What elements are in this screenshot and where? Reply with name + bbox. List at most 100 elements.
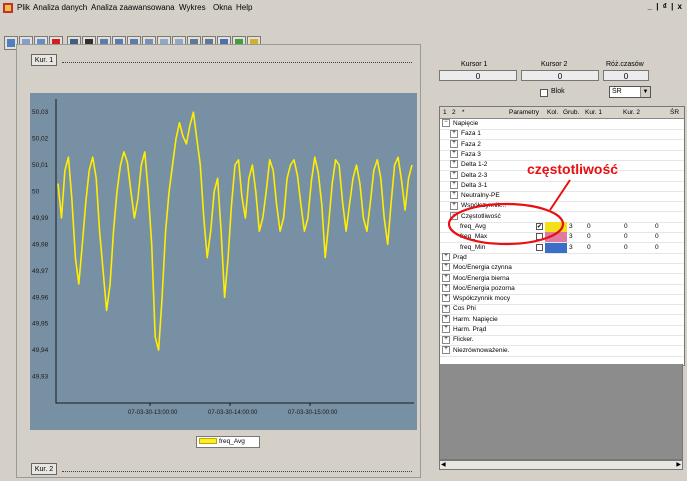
tree-row[interactable]: + Moc/Energia czynna [442,263,512,273]
tree-row[interactable]: + Harm. Napięcie [442,314,498,325]
tree-row[interactable]: + Cos Phi [442,304,476,314]
x-tick-label: 07-03-30-15:00:00 [288,410,338,416]
tree-row-label: Cos Phi [453,305,476,313]
menu-item-plik[interactable]: Plik [17,3,30,12]
row-separator [440,159,684,161]
expand-icon[interactable]: + [442,263,450,272]
col-header-kol[interactable]: Kol. [547,109,559,116]
tree-row[interactable]: + Harm. Prąd [442,325,486,335]
expand-icon[interactable]: + [442,335,450,344]
tree-row[interactable]: freq_Avg [460,222,486,232]
cursor-1-header: Kursor 1 [461,61,488,68]
tree-row[interactable]: freq_Max [460,232,487,242]
menu-item-analiza-zaawansowana[interactable]: Analiza zaawansowana [91,3,175,12]
cell-kur1: 0 [587,243,591,251]
tree-row-label: Napięcie [453,120,479,127]
tree-row[interactable]: freq_Min [460,243,485,253]
row-separator [440,180,684,182]
tree-row[interactable]: + Delta 2-3 [450,170,488,181]
col-header-grub[interactable]: Grub. [563,109,580,116]
expand-icon[interactable]: + [450,150,458,159]
cell-grub: 3 [569,223,573,230]
expand-icon[interactable]: + [442,345,450,354]
tree-row[interactable]: + Faza 3 [450,150,481,160]
tree-row-label: Harm. Napięcie [453,315,498,323]
y-tick-label: 49,94 [32,347,49,354]
expand-icon[interactable]: + [442,325,450,334]
series-color-swatch[interactable] [545,242,567,253]
time-diff-value: 0 [603,70,649,81]
row-separator [440,355,684,357]
tree-row-label: Delta 2-3 [461,171,488,179]
tree-row[interactable]: + Moc/Energia bierna [442,273,509,284]
tree-row[interactable]: − Napięcie [442,119,478,129]
mode-select[interactable]: ŚR ▼ [609,86,651,98]
tree-row[interactable]: + Niezrównoważenie. [442,345,510,356]
col-header-kur2[interactable]: Kur. 2 [623,109,640,116]
expand-icon[interactable]: + [450,191,458,200]
tree-row[interactable]: + Moc/Energia pozorna [442,284,515,294]
tree-row[interactable]: + Delta 1-2 [450,160,487,170]
y-tick-label: 50,03 [32,109,49,116]
tree-row[interactable]: + Delta 3-1 [450,181,487,191]
tree-row[interactable]: + Flicker. [442,335,474,345]
expand-icon[interactable]: + [450,139,458,148]
frequency-chart[interactable]: 50,03 50,02 50,01 50 49,99 49,98 49,97 49,96 49,… [30,93,417,430]
cursor-2-slider[interactable] [62,465,412,472]
tree-row[interactable]: + Prąd [442,253,467,263]
expand-icon[interactable]: + [450,160,458,169]
menu-item-okna[interactable]: Okna [213,3,233,12]
x-tick-label: 07-03-30-13:00:00 [128,410,178,416]
row-separator [440,293,684,295]
cell-kur1: 0 [587,233,591,241]
tree-row[interactable]: + Współczynnik mocy [442,294,510,304]
menu-item-wykres[interactable]: Wykres [179,3,206,12]
col-header-star[interactable]: * [462,109,465,116]
cell-grub: 3 [569,243,573,251]
row-separator [440,304,684,306]
tree-row-label: Moc/Energia czynna [453,264,512,272]
expand-icon[interactable]: + [442,253,450,262]
expand-icon[interactable]: + [450,201,458,210]
expand-icon[interactable]: + [442,314,450,323]
expand-icon[interactable]: + [442,273,450,282]
cursor-1-slider[interactable] [62,56,412,63]
expand-icon[interactable]: + [442,304,450,313]
menu-item-help[interactable]: Help [236,3,253,12]
tree-row[interactable]: + Neutralny-PE [450,191,500,201]
series-visibility-checkbox[interactable] [536,243,543,251]
expand-icon[interactable]: + [450,181,458,190]
expand-icon[interactable]: + [450,170,458,179]
col-header-sr[interactable]: ŚR [670,109,680,116]
tree-row-label: Niezrównoważenie. [453,346,510,354]
time-diff-header: Róż.czasów [606,61,644,68]
expand-icon[interactable]: + [442,284,450,293]
horizontal-scrollbar[interactable]: ◀ ▶ [439,460,683,470]
series-visibility-checkbox[interactable]: ✔ [536,223,543,230]
expand-icon[interactable]: + [442,294,450,303]
cursor-2-button[interactable]: Kur. 2 [31,463,57,475]
tree-row-label: Faza 2 [461,140,481,148]
window-controls[interactable]: _ | ₫ | x [647,2,683,11]
blok-checkbox[interactable] [540,89,548,97]
col-header-2[interactable]: 2 [452,109,456,116]
menu-item-analiza-danych[interactable]: Analiza danych [33,3,88,12]
collapse-icon[interactable]: − [442,119,450,128]
y-tick-label: 50,01 [32,162,49,169]
cell-sr: 0 [655,233,659,241]
mode-select-value: ŚR [612,88,622,95]
series-color-swatch[interactable] [545,222,567,232]
annotation-ellipse [447,179,571,246]
scroll-right-icon[interactable]: ▶ [676,462,681,468]
toolbar-button-1[interactable] [4,36,18,50]
cursor-1-button[interactable]: Kur. 1 [31,54,57,66]
expand-icon[interactable]: + [450,129,458,138]
series-color-swatch[interactable] [545,232,567,243]
col-header-parametry[interactable]: Parametry [509,109,539,116]
tree-row[interactable]: + Faza 2 [450,139,481,150]
col-header-kur1[interactable]: Kur. 1 [585,109,602,116]
scroll-left-icon[interactable]: ◀ [441,462,446,468]
tree-row[interactable]: + Faza 1 [450,129,481,139]
col-header-1[interactable]: 1 [443,109,447,116]
tree-row-label: freq_Max [460,233,488,241]
